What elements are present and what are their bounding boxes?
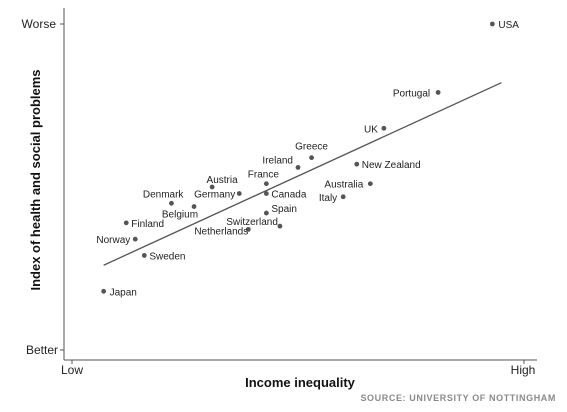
source-credit: SOURCE: UNIVERSITY OF NOTTINGHAM	[360, 393, 556, 403]
x-tick-label-low: Low	[61, 363, 83, 377]
point-label-france: France	[248, 170, 280, 181]
data-point-japan	[101, 288, 107, 294]
data-point-norway	[132, 236, 138, 242]
point-label-denmark: Denmark	[143, 189, 185, 200]
point-label-spain: Spain	[271, 204, 297, 215]
y-tick-label-bottom: Better	[26, 343, 58, 357]
data-point-finland	[123, 220, 129, 226]
point-label-uk: UK	[364, 124, 378, 135]
data-point-sweden	[141, 253, 147, 258]
data-point-new-zealand	[354, 161, 360, 167]
x-axis-title: Income inequality	[245, 375, 356, 390]
point-label-ireland: Ireland	[262, 155, 293, 166]
trendline	[103, 82, 502, 266]
point-label-belgium: Belgium	[162, 210, 198, 221]
data-point-netherlands	[245, 226, 251, 232]
data-point-spain	[263, 210, 269, 216]
point-label-australia: Australia	[324, 180, 363, 191]
data-point-austria	[209, 184, 215, 190]
data-point-denmark	[169, 200, 174, 206]
x-tick-label-high: High	[511, 363, 536, 377]
data-point-switzerland	[277, 223, 283, 229]
point-label-usa: USA	[498, 20, 519, 31]
point-label-greece: Greece	[295, 142, 328, 153]
y-axis-title: Index of health and social problems	[28, 69, 43, 290]
point-label-new-zealand: New Zealand	[362, 160, 421, 171]
data-point-ireland	[295, 165, 301, 170]
axes	[60, 8, 537, 364]
data-point-portugal	[435, 90, 441, 95]
data-point-belgium	[191, 204, 197, 209]
data-point-germany	[236, 191, 242, 196]
y-tick-label-top: Worse	[22, 17, 57, 31]
data-point-canada	[263, 191, 269, 196]
data-point-australia	[367, 181, 373, 187]
point-label-portugal: Portugal	[393, 88, 430, 99]
point-label-switzerland: Switzerland	[226, 217, 278, 228]
point-label-canada: Canada	[271, 190, 306, 201]
point-label-finland: Finland	[131, 219, 164, 230]
point-label-germany: Germany	[194, 190, 235, 201]
point-label-sweden: Sweden	[149, 251, 185, 262]
data-point-france	[263, 181, 269, 187]
point-label-netherlands: Netherlands	[194, 226, 248, 237]
point-label-italy: Italy	[319, 193, 337, 204]
point-label-austria: Austria	[207, 175, 239, 186]
data-point-uk	[381, 125, 387, 131]
point-label-norway: Norway	[96, 235, 130, 246]
data-point-italy	[340, 194, 346, 200]
point-label-japan: Japan	[110, 287, 137, 298]
data-point-greece	[309, 155, 314, 161]
data-point-usa	[489, 21, 495, 27]
